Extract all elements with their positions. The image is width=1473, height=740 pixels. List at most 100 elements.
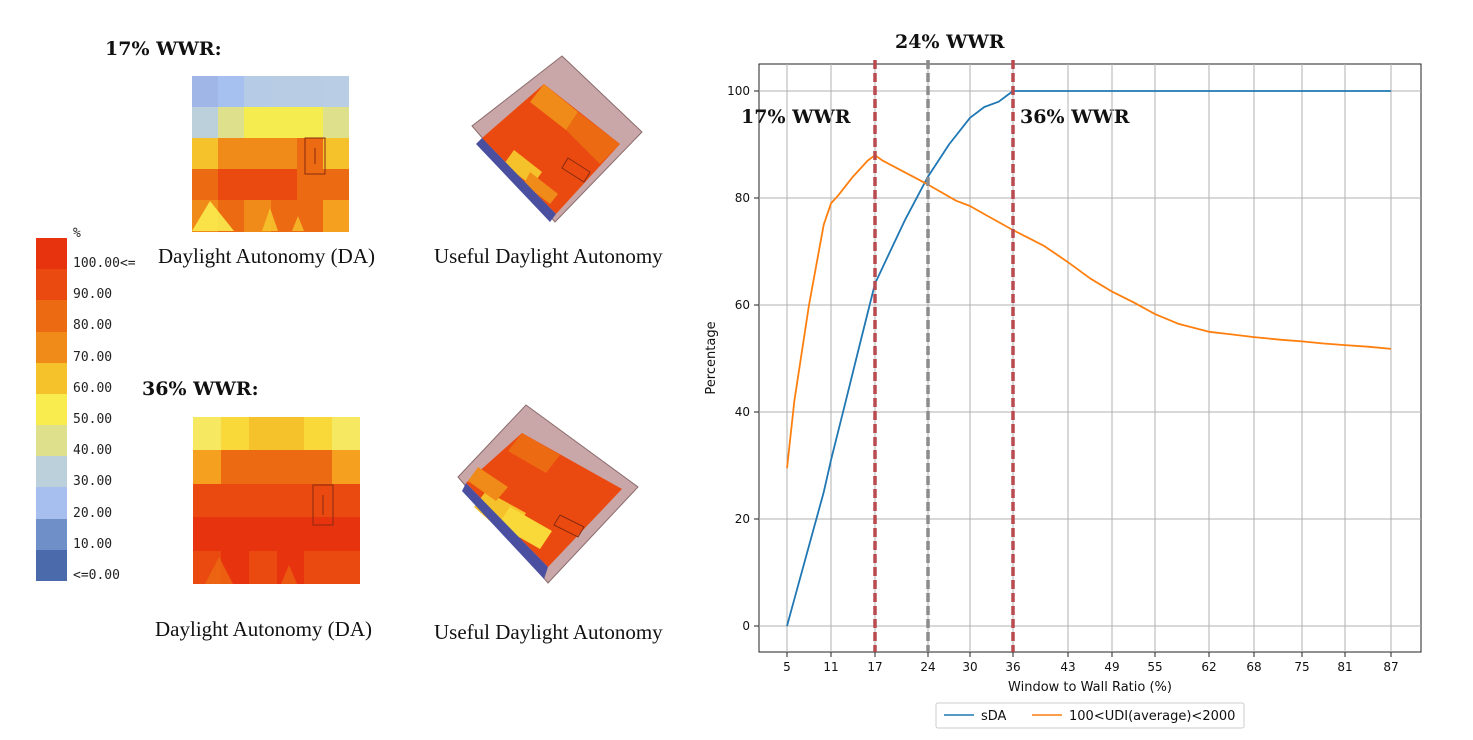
heatmap-cell xyxy=(332,450,361,485)
plot-frame xyxy=(758,63,1422,653)
heatmap-cell xyxy=(244,138,271,170)
series-line-sda xyxy=(786,90,1391,627)
heatmap-cell xyxy=(193,450,222,485)
heatmap-cell xyxy=(322,138,350,170)
heatmap-cell xyxy=(248,450,277,485)
heatmap-cell xyxy=(304,450,333,485)
uda-room-17 xyxy=(471,55,643,223)
heatmap-cell xyxy=(220,483,250,518)
vline-label-17: 17% WWR xyxy=(741,106,851,128)
legend-swatch xyxy=(36,238,67,270)
heatmap-cell xyxy=(296,76,324,108)
legend-swatch xyxy=(36,331,67,364)
y-axis-label: Percentage xyxy=(704,321,719,394)
heatmap-cell xyxy=(218,107,245,139)
x-tick-label: 30 xyxy=(962,660,977,674)
caption-uda-36: Useful Daylight Autonomy xyxy=(434,620,663,644)
title-17-wwr: 17% WWR: xyxy=(105,38,222,60)
heatmap-cell xyxy=(220,517,250,552)
heatmap-cell xyxy=(192,169,219,201)
x-tick-label: 68 xyxy=(1246,660,1261,674)
x-tick-label: 5 xyxy=(783,660,791,674)
x-tick-label: 43 xyxy=(1060,660,1075,674)
heatmap-cell xyxy=(332,483,361,518)
color-legend xyxy=(36,238,67,582)
heatmap-cell xyxy=(332,417,361,451)
legend-swatch xyxy=(36,393,67,426)
heatmap-cell xyxy=(220,417,250,451)
legend-swatch xyxy=(36,269,67,301)
x-tick-label: 81 xyxy=(1337,660,1352,674)
legend-value-label: 40.00 xyxy=(73,443,113,459)
heatmap-cell xyxy=(218,138,245,170)
heatmap-cell xyxy=(276,417,305,451)
legend-value-label: 90.00 xyxy=(73,287,113,303)
uda-room-36 xyxy=(457,404,639,584)
heatmap-cell xyxy=(220,450,250,485)
x-tick-label: 11 xyxy=(823,660,838,674)
y-tick-label: 80 xyxy=(735,191,750,205)
heatmap-cell xyxy=(270,169,298,201)
y-tick-label: 40 xyxy=(735,405,750,419)
y-tick-label: 60 xyxy=(735,298,750,312)
heatmap-cell xyxy=(276,450,305,485)
chart-grid xyxy=(759,64,1421,652)
heatmap-cell xyxy=(192,76,219,108)
heatmap-cell xyxy=(192,107,219,139)
heatmap-cell xyxy=(322,76,350,108)
y-tick-label: 100 xyxy=(727,84,750,98)
legend-swatch xyxy=(36,518,67,551)
legend-swatch xyxy=(36,425,67,457)
heatmap-cell xyxy=(192,138,219,170)
heatmap-cell xyxy=(218,76,245,108)
da-heatmap-36 xyxy=(193,417,361,585)
da-heatmap-17 xyxy=(192,76,350,232)
legend-swatch xyxy=(36,456,67,488)
x-tick-label: 36 xyxy=(1005,660,1020,674)
heatmap-cell xyxy=(270,107,298,139)
chart-legend: sDA 100<UDI(average)<2000 xyxy=(935,702,1245,729)
heatmap-cell xyxy=(276,517,305,552)
legend-label-udi: 100<UDI(average)<2000 xyxy=(1069,709,1235,724)
heatmap-cell xyxy=(248,417,277,451)
legend-value-label: 70.00 xyxy=(73,349,113,365)
legend-swatch xyxy=(36,362,67,395)
chart-lines xyxy=(786,90,1392,627)
heatmap-cell xyxy=(193,483,222,518)
x-tick-label: 55 xyxy=(1147,660,1162,674)
heatmap-cell xyxy=(244,107,271,139)
x-tick-label: 17 xyxy=(867,660,882,674)
legend-unit: % xyxy=(73,226,81,241)
heatmap-cell xyxy=(296,138,324,170)
title-36-wwr: 36% WWR: xyxy=(142,378,259,400)
x-axis-label: Window to Wall Ratio (%) xyxy=(1008,680,1172,695)
caption-uda-17: Useful Daylight Autonomy xyxy=(434,244,663,268)
x-tick-label: 75 xyxy=(1294,660,1309,674)
legend-swatch xyxy=(36,549,67,582)
legend-value-label: 80.00 xyxy=(73,318,113,334)
heatmap-cell xyxy=(244,76,271,108)
legend-value-label: 20.00 xyxy=(73,505,113,521)
x-tick-label: 62 xyxy=(1201,660,1216,674)
legend-value-label: 100.00<= xyxy=(73,256,136,271)
legend-swatch xyxy=(36,487,67,520)
legend-value-label: 50.00 xyxy=(73,412,113,427)
heatmap-cell xyxy=(248,517,277,552)
legend-label-sda: sDA xyxy=(981,709,1007,724)
heatmap-cell xyxy=(276,483,305,518)
heatmap-cell xyxy=(304,517,333,552)
heatmap-cell xyxy=(193,417,222,451)
x-tick-label: 24 xyxy=(920,660,935,674)
chart-vlines xyxy=(873,60,1015,652)
caption-da-36: Daylight Autonomy (DA) xyxy=(155,617,372,641)
heatmap-cell xyxy=(244,169,271,201)
legend-swatch xyxy=(36,300,67,333)
heatmap-cell xyxy=(193,517,222,552)
heatmap-cell xyxy=(332,517,361,552)
heatmap-cell xyxy=(218,169,245,201)
y-tick-label: 0 xyxy=(742,619,750,633)
heatmap-cell xyxy=(322,107,350,139)
x-tick-label: 87 xyxy=(1383,660,1398,674)
heatmap-cell xyxy=(304,417,333,451)
